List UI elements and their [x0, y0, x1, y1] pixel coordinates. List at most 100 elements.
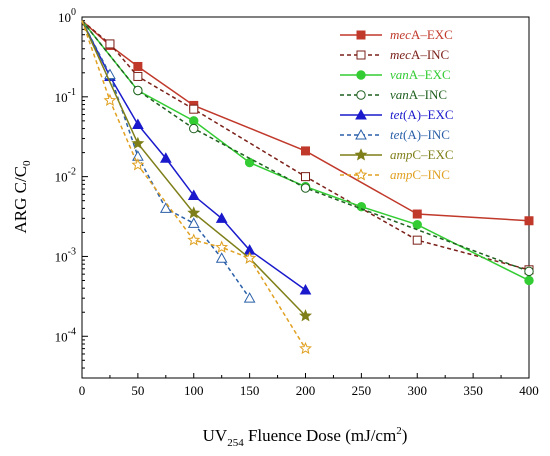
plot-area: 0 50 100 150 200 250 300 350 40010010-110-210-31… — [55, 7, 539, 398]
x-tick-label: 0 — [79, 383, 86, 398]
data-point — [412, 219, 422, 230]
y-tick-base: 10 — [55, 249, 68, 264]
x-tick-label: 150 — [240, 383, 260, 398]
data-point — [131, 136, 145, 150]
data-point — [244, 157, 255, 168]
legend-entry: ampC–INC — [340, 167, 450, 182]
plot-frame — [81, 16, 530, 379]
legend-label-gene: mec — [390, 47, 411, 62]
legend-label: ampC–INC — [390, 167, 450, 182]
legend-label-gene: amp — [390, 147, 413, 162]
legend-label-gene: van — [390, 67, 409, 82]
data-point — [133, 85, 143, 96]
legend-label-suffix: A–INC — [409, 87, 447, 102]
y-tick-label: 10-3 — [55, 246, 76, 264]
legend-marker — [356, 30, 366, 40]
series-line — [81, 20, 307, 350]
series-line — [81, 20, 530, 282]
data-point — [189, 104, 199, 114]
axis-ticks: 0 50 100 150 200 250 300 350 40010010-110-210-31… — [55, 7, 539, 398]
y-tick-base: 10 — [55, 90, 68, 105]
series-tetainc — [81, 20, 256, 303]
data-point — [189, 123, 199, 134]
data-point — [301, 172, 310, 182]
y-tick-base: 10 — [58, 10, 71, 25]
y-tick-label: 100 — [58, 7, 76, 25]
legend-marker — [356, 50, 366, 60]
legend-entry: tet(A)–INC — [340, 127, 450, 142]
y-axis-label-sub: 0 — [21, 160, 33, 166]
legend-label-gene: van — [390, 87, 409, 102]
data-point — [243, 251, 257, 264]
legend: mecA–EXCmecA–INCvanA–EXCvanA–INCtet(A)–E… — [340, 27, 454, 182]
data-point — [187, 189, 200, 201]
legend-label: ampC–EXC — [390, 147, 454, 162]
data-point — [105, 39, 115, 49]
x-tick-label: 200 — [296, 383, 316, 398]
legend-label-gene: tet — [390, 127, 403, 142]
data-point — [189, 116, 199, 126]
legend-label-suffix: (A)–EXC — [403, 107, 454, 122]
data-point — [301, 146, 310, 156]
legend-marker — [356, 90, 366, 100]
y-tick-exponent: -4 — [68, 326, 76, 337]
data-point — [524, 266, 534, 277]
legend-label-suffix: A–EXC — [409, 67, 451, 82]
data-point — [412, 235, 422, 245]
y-tick-base: 10 — [55, 329, 68, 344]
legend-entry: vanA–INC — [340, 87, 447, 102]
x-tick-label: 400 — [519, 383, 539, 398]
data-point — [133, 61, 143, 71]
y-tick-exponent: -2 — [68, 167, 76, 178]
x-tick-label: 250 — [352, 383, 372, 398]
y-tick-label: 10-4 — [55, 326, 76, 344]
legend-label: vanA–EXC — [390, 67, 451, 82]
legend-marker — [355, 128, 367, 140]
legend-label-suffix: A–EXC — [411, 27, 453, 42]
x-tick-label: 100 — [184, 383, 204, 398]
y-tick-exponent: -3 — [68, 246, 76, 257]
legend-label: mecA–INC — [390, 47, 449, 62]
legend-marker — [355, 108, 367, 120]
x-tick-label: 300 — [408, 383, 428, 398]
legend-label-gene: tet — [390, 107, 403, 122]
data-point — [159, 202, 172, 213]
legend-entry: tet(A)–EXC — [340, 107, 454, 122]
legend-label: tet(A)–EXC — [390, 107, 454, 122]
y-tick-base: 10 — [55, 170, 68, 185]
y-tick-label: 10-2 — [55, 167, 76, 185]
x-axis-label-prefix: UV — [203, 426, 228, 445]
data-point — [412, 209, 422, 219]
series-line — [81, 20, 530, 271]
legend-label-suffix: A–INC — [411, 47, 449, 62]
data-point — [132, 118, 144, 129]
data-point — [133, 71, 143, 81]
legend-label: mecA–EXC — [390, 27, 453, 42]
x-axis-label-sub: 254 — [227, 437, 244, 449]
legend-entry: mecA–EXC — [340, 27, 453, 42]
x-tick-label: 50 — [131, 383, 144, 398]
y-axis-label-main: ARG C/C — [11, 166, 30, 234]
series-tetaexc — [81, 20, 312, 295]
data-point — [187, 206, 201, 219]
y-axis-label: ARG C/C0 — [11, 160, 33, 234]
legend-marker — [354, 148, 368, 161]
legend-entry: ampC–EXC — [340, 147, 454, 162]
legend-label-gene: mec — [390, 27, 411, 42]
legend-entry: mecA–INC — [340, 47, 449, 62]
data-point — [524, 216, 534, 226]
legend-label-suffix: (A)–INC — [403, 127, 450, 142]
data-point — [243, 292, 256, 303]
legend-label-suffix: C–EXC — [412, 147, 453, 162]
legend-label-gene: amp — [390, 167, 413, 182]
legend-label: tet(A)–INC — [390, 127, 450, 142]
legend-marker — [356, 70, 366, 80]
x-axis-label-sup: 2 — [396, 425, 402, 437]
series-line — [81, 20, 530, 273]
legend-marker — [354, 168, 368, 181]
y-tick-exponent: -1 — [68, 87, 76, 98]
x-axis-label-middle: Fluence Dose (mJ/cm — [244, 426, 397, 445]
data-point — [215, 212, 228, 223]
data-point — [159, 152, 172, 163]
